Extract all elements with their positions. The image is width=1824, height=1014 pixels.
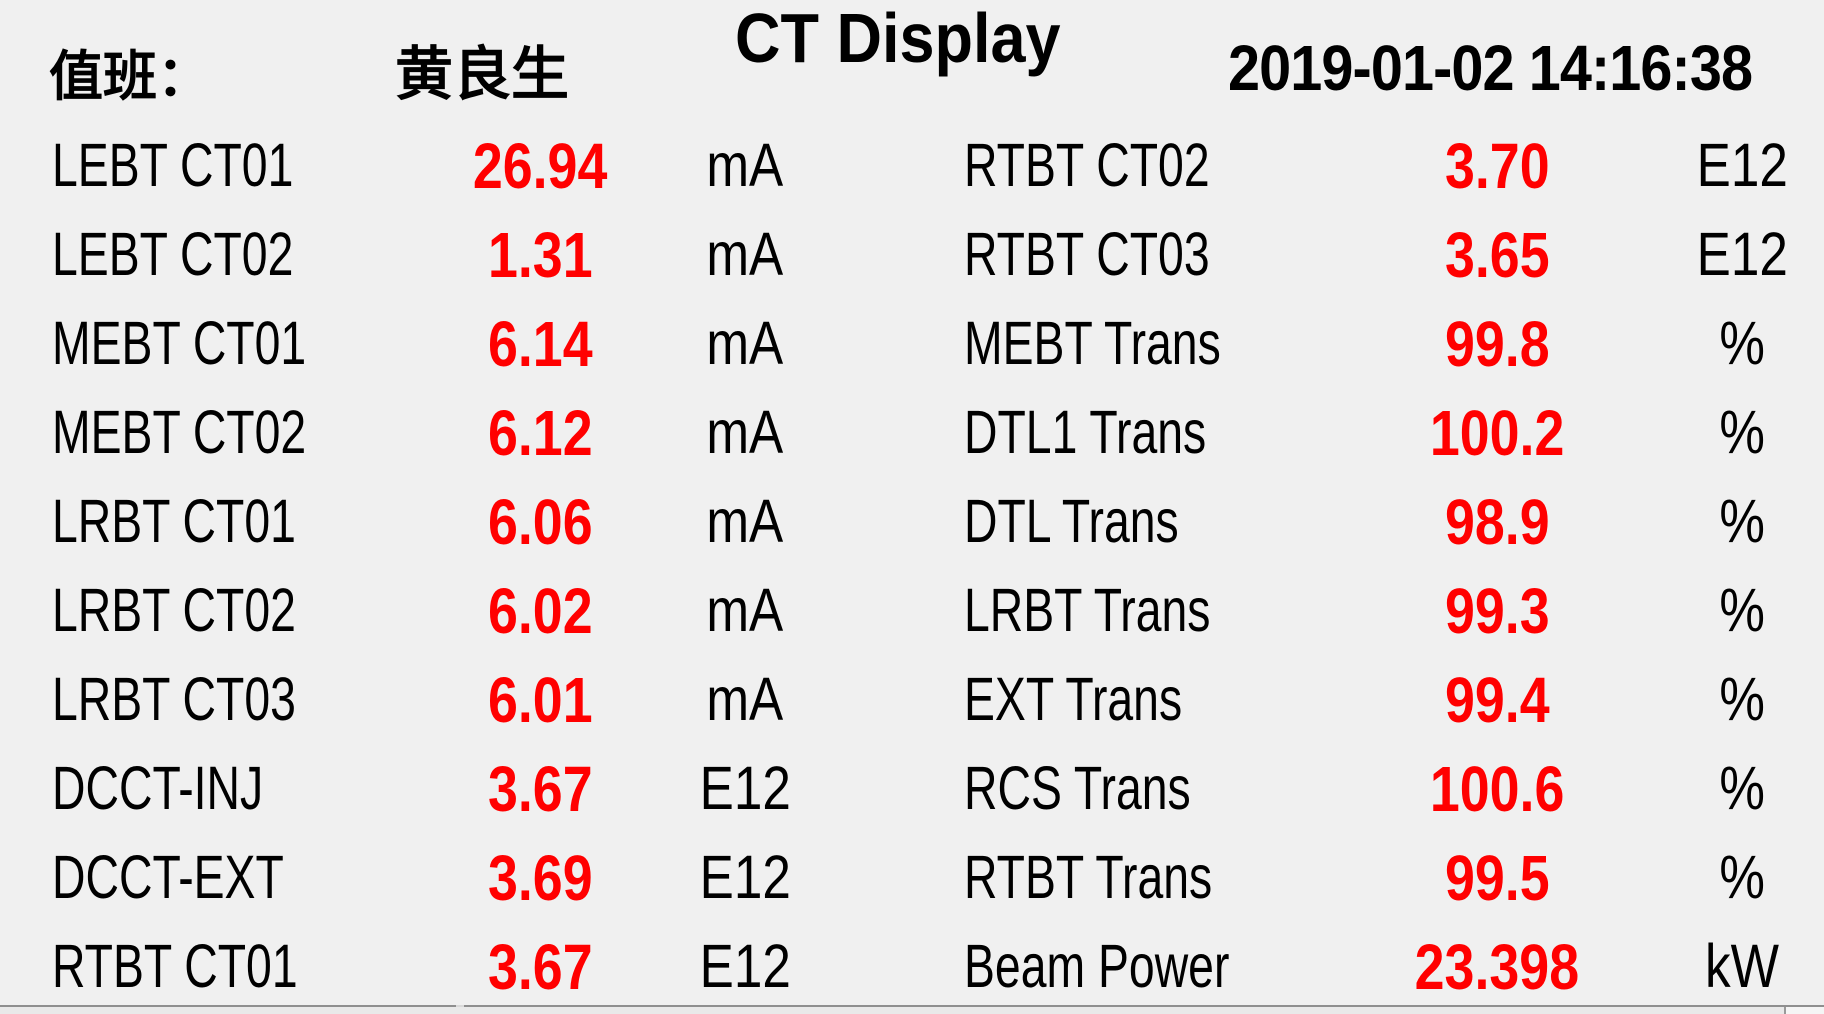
reading-label: RCS Trans (964, 754, 1191, 822)
reading-label: EXT Trans (964, 665, 1183, 733)
reading-row: RCS Trans 100.6 % (912, 744, 1824, 833)
reading-value: 99.4 (1444, 663, 1550, 736)
reading-label: DCCT-EXT (52, 843, 284, 911)
reading-unit: mA (706, 398, 784, 466)
reading-unit: E12 (1696, 220, 1788, 288)
readings-column-right: RTBT CT02 3.70 E12 RTBT CT03 3.65 E12 ME… (912, 121, 1824, 1011)
reading-row: DTL1 Trans 100.2 % (912, 388, 1824, 477)
duty-label: 值班： (49, 47, 211, 107)
reading-row: LRBT CT03 6.01 mA (0, 655, 912, 744)
reading-unit: % (1719, 487, 1765, 555)
reading-value: 3.65 (1444, 218, 1550, 291)
reading-label: Beam Power (964, 932, 1230, 1000)
reading-value: 23.398 (1414, 930, 1580, 1003)
reading-unit: mA (706, 220, 784, 288)
reading-unit: mA (706, 487, 784, 555)
reading-label: MEBT Trans (964, 309, 1221, 377)
reading-unit: E12 (1696, 131, 1788, 199)
reading-value: 26.94 (472, 129, 608, 202)
reading-value: 100.6 (1429, 752, 1565, 825)
reading-value: 6.02 (487, 574, 593, 647)
reading-unit: % (1719, 754, 1765, 822)
reading-label: RTBT CT01 (52, 932, 298, 1000)
reading-value: 6.14 (487, 307, 593, 380)
window-bottom-border (0, 1005, 1824, 1014)
reading-unit: mA (706, 131, 784, 199)
reading-row: MEBT Trans 99.8 % (912, 299, 1824, 388)
reading-unit: % (1719, 665, 1765, 733)
reading-value: 1.31 (487, 218, 593, 291)
reading-row: DCCT-INJ 3.67 E12 (0, 744, 912, 833)
reading-label: LRBT Trans (964, 576, 1211, 644)
reading-label: LRBT CT03 (52, 665, 296, 733)
reading-row: MEBT CT02 6.12 mA (0, 388, 912, 477)
reading-value: 99.8 (1444, 307, 1550, 380)
reading-unit: mA (706, 576, 784, 644)
reading-label: LEBT CT01 (52, 131, 294, 199)
reading-value: 3.70 (1444, 129, 1550, 202)
reading-unit: E12 (699, 754, 791, 822)
reading-label: MEBT CT01 (52, 309, 307, 377)
reading-row: LEBT CT02 1.31 mA (0, 210, 912, 299)
reading-row: LRBT Trans 99.3 % (912, 566, 1824, 655)
reading-value: 99.5 (1444, 841, 1550, 914)
reading-unit: % (1719, 309, 1765, 377)
reading-unit: % (1719, 398, 1765, 466)
reading-row: DCCT-EXT 3.69 E12 (0, 833, 912, 922)
readings-column-left: LEBT CT01 26.94 mA LEBT CT02 1.31 mA MEB… (0, 121, 912, 1011)
reading-row: LRBT CT01 6.06 mA (0, 477, 912, 566)
reading-row: MEBT CT01 6.14 mA (0, 299, 912, 388)
reading-row: LEBT CT01 26.94 mA (0, 121, 912, 210)
reading-row: LRBT CT02 6.02 mA (0, 566, 912, 655)
reading-unit: % (1719, 843, 1765, 911)
reading-unit: mA (706, 665, 784, 733)
reading-label: RTBT CT02 (964, 131, 1210, 199)
reading-value: 3.69 (487, 841, 593, 914)
reading-label: LRBT CT02 (52, 576, 296, 644)
reading-value: 99.3 (1444, 574, 1550, 647)
reading-unit: E12 (699, 932, 791, 1000)
reading-value: 3.67 (487, 930, 593, 1003)
page-title: CT Display (735, 0, 1061, 77)
timestamp: 2019-01-02 14:16:38 (1228, 32, 1753, 104)
reading-value: 6.06 (487, 485, 593, 558)
bottom-bar-right-segment (1784, 1007, 1824, 1014)
reading-label: RTBT CT03 (964, 220, 1210, 288)
reading-label: DCCT-INJ (52, 754, 264, 822)
reading-value: 6.01 (487, 663, 593, 736)
reading-row: RTBT CT03 3.65 E12 (912, 210, 1824, 299)
duty-officer-name: 黄良生 (395, 42, 570, 107)
reading-row: RTBT CT02 3.70 E12 (912, 121, 1824, 210)
reading-label: LRBT CT01 (52, 487, 296, 555)
reading-unit: E12 (699, 843, 791, 911)
reading-row: DTL Trans 98.9 % (912, 477, 1824, 566)
reading-row: Beam Power 23.398 kW (912, 922, 1824, 1011)
reading-label: DTL Trans (964, 487, 1179, 555)
reading-row: EXT Trans 99.4 % (912, 655, 1824, 744)
reading-row: RTBT CT01 3.67 E12 (0, 922, 912, 1011)
reading-label: DTL1 Trans (964, 398, 1207, 466)
reading-unit: kW (1704, 932, 1779, 1000)
reading-label: LEBT CT02 (52, 220, 294, 288)
reading-row: RTBT Trans 99.5 % (912, 833, 1824, 922)
reading-unit: % (1719, 576, 1765, 644)
bottom-bar-divider (456, 1005, 464, 1007)
reading-label: MEBT CT02 (52, 398, 307, 466)
reading-value: 100.2 (1429, 396, 1565, 469)
reading-value: 3.67 (487, 752, 593, 825)
reading-value: 98.9 (1444, 485, 1550, 558)
reading-unit: mA (706, 309, 784, 377)
reading-value: 6.12 (487, 396, 593, 469)
reading-label: RTBT Trans (964, 843, 1213, 911)
